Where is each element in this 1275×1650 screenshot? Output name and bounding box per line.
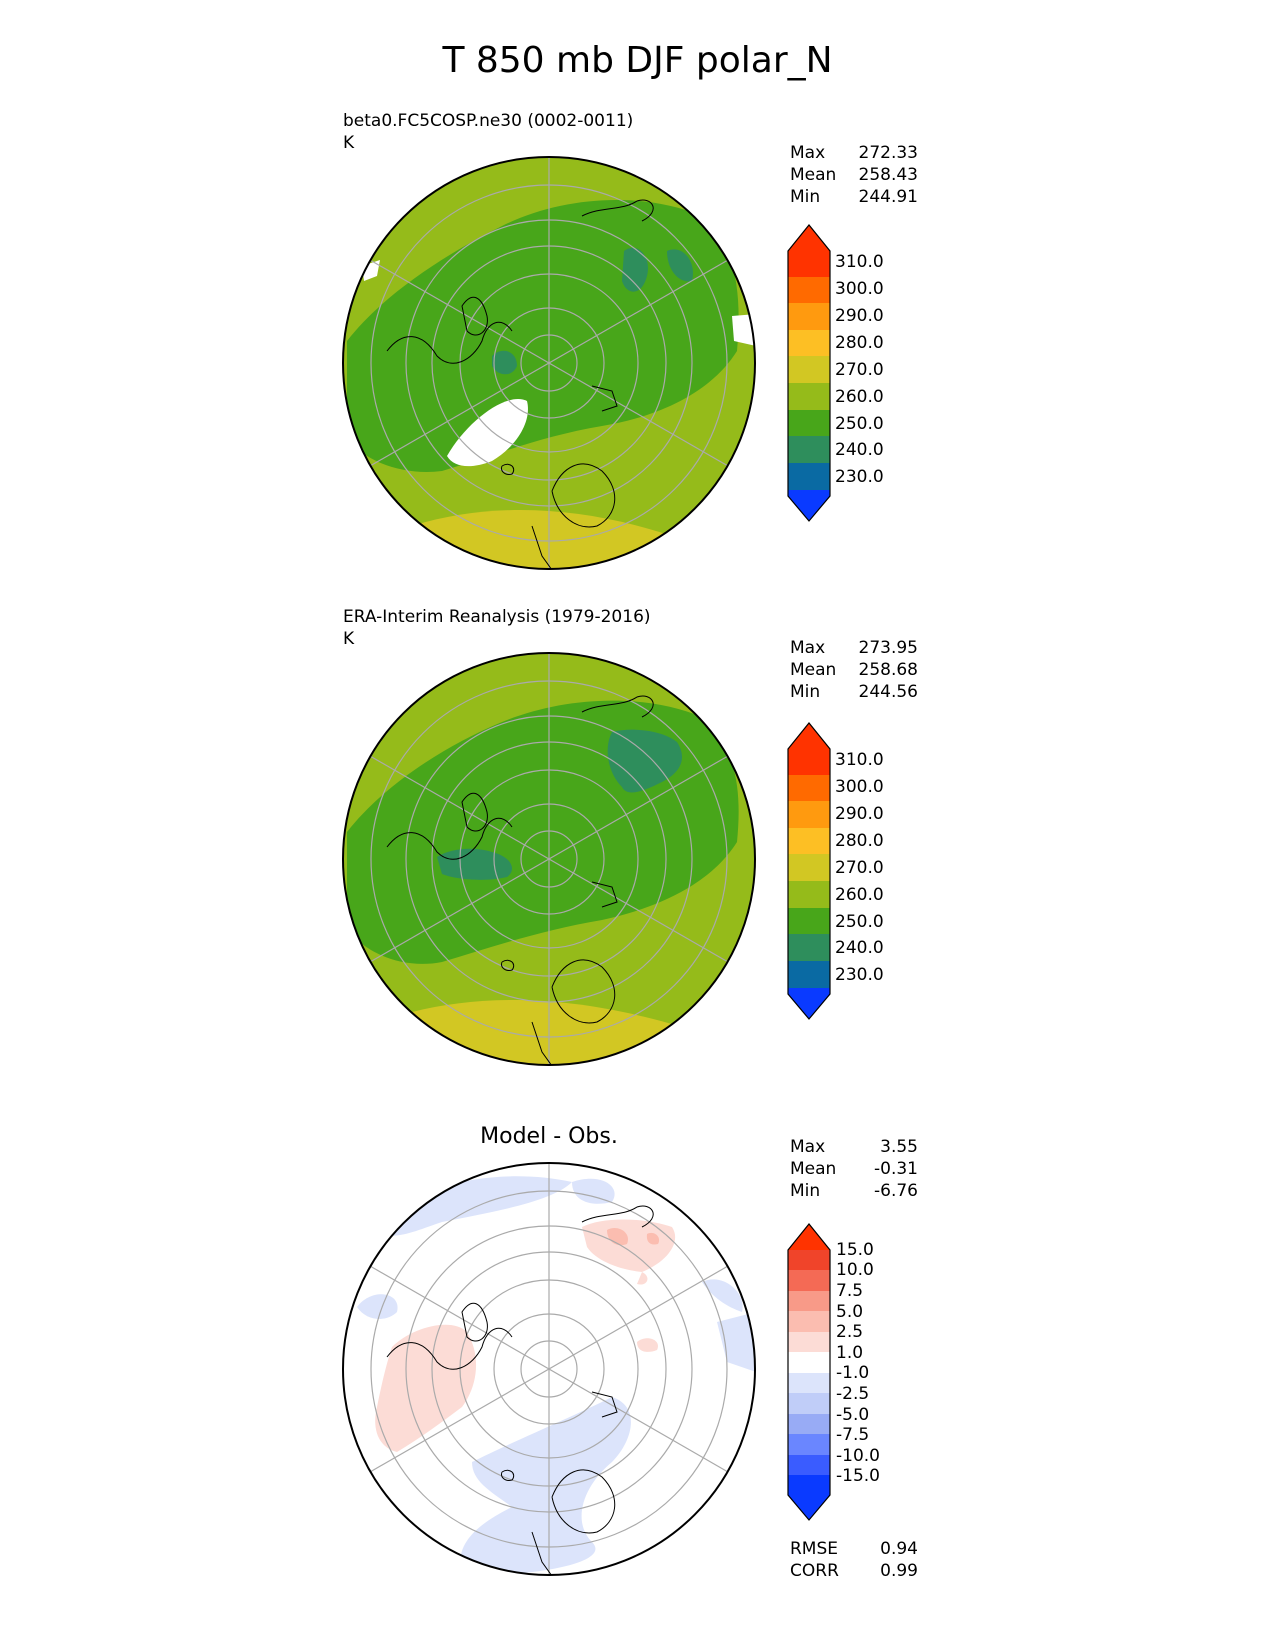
cbar3-label: -10.0 xyxy=(836,1446,880,1466)
panel3-metrics: RMSE 0.94 CORR 0.99 xyxy=(790,1538,918,1582)
figure-title: T 850 mb DJF polar_N xyxy=(442,40,833,81)
panel1-title: beta0.FC5COSP.ne30 (0002-0011) xyxy=(343,111,634,131)
cbar2-label: 300.0 xyxy=(835,777,884,797)
cbar1-label: 240.0 xyxy=(835,440,884,460)
cbar2-label: 290.0 xyxy=(835,804,884,824)
cbar3-label: -2.5 xyxy=(836,1384,870,1404)
cbar2-label: 270.0 xyxy=(835,858,884,878)
cbar1-label: 290.0 xyxy=(835,306,884,326)
cbar1-label: 280.0 xyxy=(835,333,884,353)
polar-map-obs xyxy=(342,652,756,1066)
cbar1-label: 270.0 xyxy=(835,360,884,380)
stat-max: Max 3.55 xyxy=(790,1137,918,1157)
cbar1-label: 250.0 xyxy=(835,414,884,434)
stat-mean: Mean -0.31 xyxy=(790,1159,918,1179)
cbar3-label: 5.0 xyxy=(836,1302,864,1322)
cbar3-label: -5.0 xyxy=(836,1405,870,1425)
cbar2-label: 240.0 xyxy=(835,938,884,958)
panel2-title: ERA-Interim Reanalysis (1979-2016) xyxy=(343,607,651,627)
stat-min: Min -6.76 xyxy=(790,1181,918,1201)
stat-min: Min 244.91 xyxy=(790,187,918,207)
colorbar-temp-1 xyxy=(787,224,831,522)
stat-min: Min 244.56 xyxy=(790,682,918,702)
panel1-units: K xyxy=(343,133,355,153)
cbar2-label: 250.0 xyxy=(835,912,884,932)
cbar1-label: 260.0 xyxy=(835,387,884,407)
polar-map-model xyxy=(342,156,756,570)
cbar1-label: 230.0 xyxy=(835,467,884,487)
cbar2-label: 310.0 xyxy=(835,750,884,770)
polar-map-diff xyxy=(342,1162,756,1576)
cbar1-label: 300.0 xyxy=(835,279,884,299)
panel2-units: K xyxy=(343,629,355,649)
stat-max: Max 272.33 xyxy=(790,143,918,163)
cbar1-label: 310.0 xyxy=(835,252,884,272)
cbar3-label: 10.0 xyxy=(836,1260,874,1280)
panel2-stats: Max 273.95 Mean 258.68 Min 244.56 xyxy=(790,637,918,703)
metric-corr: CORR 0.99 xyxy=(790,1561,918,1581)
cbar3-label: 2.5 xyxy=(836,1322,864,1342)
metric-rmse: RMSE 0.94 xyxy=(790,1539,918,1559)
panel3-stats: Max 3.55 Mean -0.31 Min -6.76 xyxy=(790,1136,918,1202)
panel1-stats: Max 272.33 Mean 258.43 Min 244.91 xyxy=(790,142,918,208)
colorbar-temp-2 xyxy=(787,722,831,1020)
cbar3-label: 15.0 xyxy=(836,1240,874,1260)
cbar2-label: 260.0 xyxy=(835,885,884,905)
cbar3-label: 1.0 xyxy=(836,1343,864,1363)
colorbar-diff xyxy=(787,1223,831,1521)
stat-max: Max 273.95 xyxy=(790,638,918,658)
panel3-title: Model - Obs. xyxy=(480,1124,618,1149)
cbar3-label: -15.0 xyxy=(836,1466,880,1486)
cbar2-label: 230.0 xyxy=(835,965,884,985)
cbar3-label: -7.5 xyxy=(836,1425,870,1445)
cbar3-label: 7.5 xyxy=(836,1281,864,1301)
stat-mean: Mean 258.68 xyxy=(790,660,918,680)
stat-mean: Mean 258.43 xyxy=(790,165,918,185)
cbar3-label: -1.0 xyxy=(836,1363,870,1383)
cbar2-label: 280.0 xyxy=(835,831,884,851)
